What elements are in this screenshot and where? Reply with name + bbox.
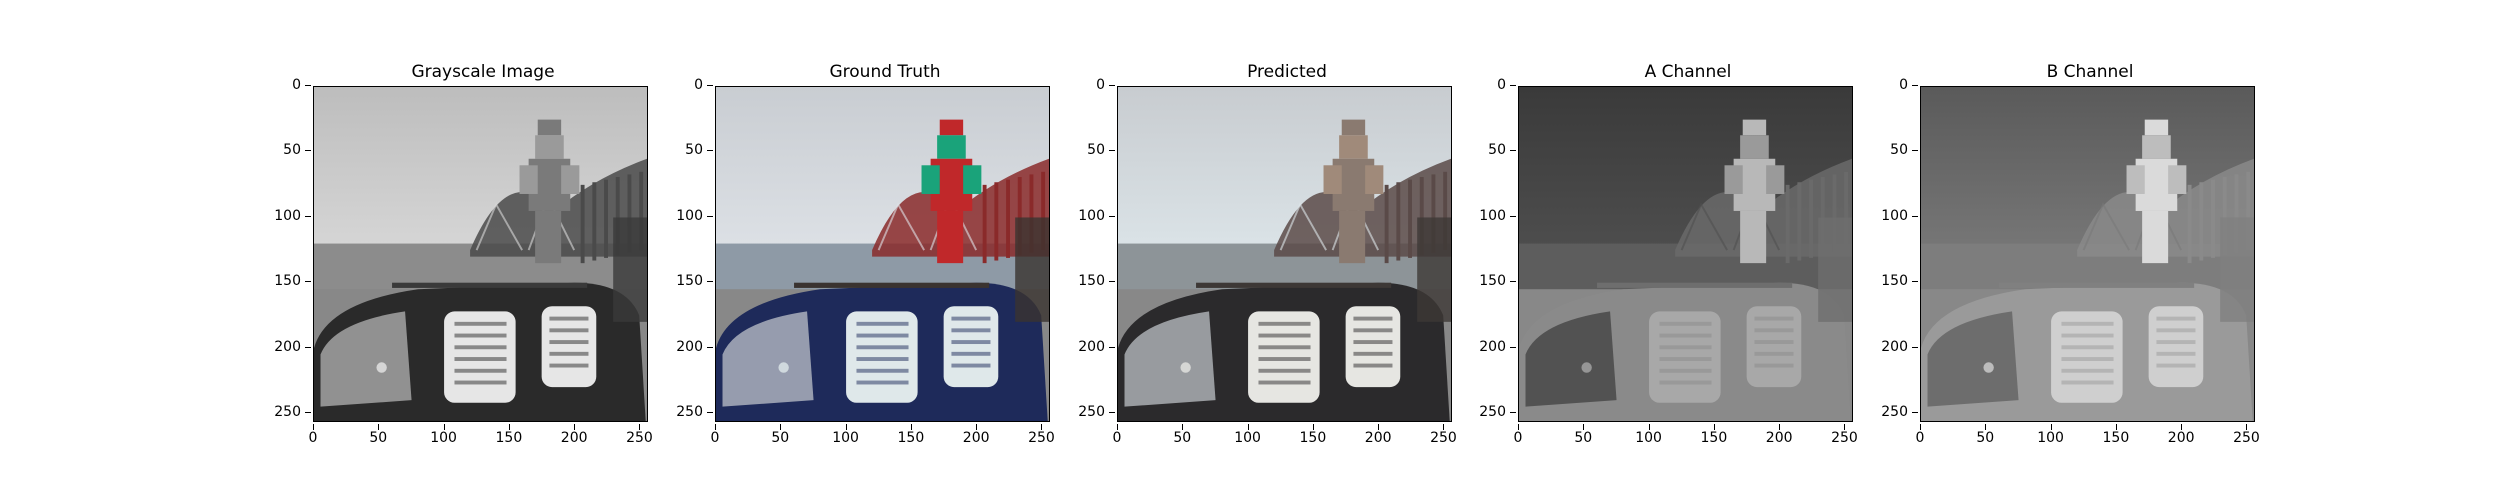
x-tick-label: 100 (424, 424, 464, 446)
y-tick-label: 0 (1466, 77, 1516, 93)
y-tick-label: 150 (261, 273, 311, 289)
x-tick-label: 50 (1162, 424, 1202, 446)
y-tick-label: 200 (1065, 339, 1115, 355)
x-tick-label: 150 (891, 424, 931, 446)
y-tick-label: 250 (261, 404, 311, 420)
x-tick-label: 200 (554, 424, 594, 446)
subplot-title: Grayscale Image (411, 62, 555, 82)
x-tick-label: 250 (1824, 424, 1864, 446)
subplot-b: B Channel (1920, 0, 2260, 500)
x-tick-label: 0 (1498, 424, 1538, 446)
x-tick-label: 100 (1228, 424, 1268, 446)
y-tick-label: 50 (1466, 142, 1516, 158)
x-tick-label: 150 (1293, 424, 1333, 446)
x-tick-label: 0 (1097, 424, 1137, 446)
y-tick-label: 150 (1065, 273, 1115, 289)
y-tick-label: 200 (663, 339, 713, 355)
image-axes (1518, 86, 1853, 422)
y-tick-label: 100 (663, 208, 713, 224)
y-tick-label: 50 (261, 142, 311, 158)
y-tick-label: 0 (1065, 77, 1115, 93)
y-tick-label: 250 (1065, 404, 1115, 420)
x-tick-label: 0 (695, 424, 735, 446)
subplot-a: A Channel (1518, 0, 1858, 500)
y-tick-label: 0 (261, 77, 311, 93)
image-axes (715, 86, 1050, 422)
y-tick-label: 100 (1868, 208, 1918, 224)
y-tick-label: 50 (1868, 142, 1918, 158)
x-tick-label: 250 (1423, 424, 1463, 446)
y-tick-label: 250 (1466, 404, 1516, 420)
y-tick-label: 50 (1065, 142, 1115, 158)
x-tick-label: 150 (1694, 424, 1734, 446)
panel-image-0 (314, 87, 647, 421)
x-tick-label: 200 (2161, 424, 2201, 446)
subplot-color: Ground Truth (715, 0, 1055, 500)
x-tick-label: 200 (1759, 424, 1799, 446)
x-tick-label: 50 (358, 424, 398, 446)
y-tick-label: 100 (1065, 208, 1115, 224)
image-axes (1920, 86, 2255, 422)
x-tick-label: 200 (1358, 424, 1398, 446)
x-tick-label: 100 (2031, 424, 2071, 446)
x-tick-label: 250 (619, 424, 659, 446)
subplot-pred: Predicted (1117, 0, 1457, 500)
panel-image-3 (1519, 87, 1852, 421)
y-tick-label: 250 (1868, 404, 1918, 420)
subplot-title: Ground Truth (829, 62, 941, 82)
x-tick-label: 250 (2226, 424, 2266, 446)
x-tick-label: 250 (1021, 424, 1061, 446)
x-tick-label: 200 (956, 424, 996, 446)
y-tick-label: 50 (663, 142, 713, 158)
x-tick-label: 0 (1900, 424, 1940, 446)
x-tick-label: 150 (2096, 424, 2136, 446)
y-tick-label: 100 (261, 208, 311, 224)
y-tick-label: 150 (663, 273, 713, 289)
y-tick-label: 200 (1466, 339, 1516, 355)
panel-image-2 (1118, 87, 1451, 421)
y-tick-label: 0 (1868, 77, 1918, 93)
x-tick-label: 50 (1965, 424, 2005, 446)
x-tick-label: 50 (1563, 424, 1603, 446)
panel-image-4 (1921, 87, 2254, 421)
y-tick-label: 0 (663, 77, 713, 93)
y-tick-label: 200 (1868, 339, 1918, 355)
y-tick-label: 150 (1466, 273, 1516, 289)
y-tick-label: 250 (663, 404, 713, 420)
x-tick-label: 0 (293, 424, 333, 446)
image-axes (313, 86, 648, 422)
subplot-title: A Channel (1644, 62, 1732, 82)
panel-image-1 (716, 87, 1049, 421)
y-tick-label: 150 (1868, 273, 1918, 289)
subplot-title: Predicted (1247, 62, 1327, 82)
y-tick-label: 100 (1466, 208, 1516, 224)
y-tick-label: 200 (261, 339, 311, 355)
image-axes (1117, 86, 1452, 422)
x-tick-label: 100 (826, 424, 866, 446)
x-tick-label: 100 (1629, 424, 1669, 446)
subplot-gray: Grayscale Image (313, 0, 653, 500)
subplot-title: B Channel (2046, 62, 2134, 82)
x-tick-label: 150 (489, 424, 529, 446)
x-tick-label: 50 (760, 424, 800, 446)
